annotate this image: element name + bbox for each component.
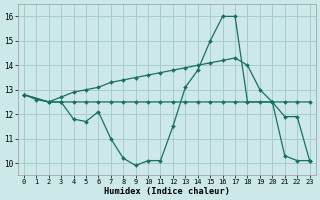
- X-axis label: Humidex (Indice chaleur): Humidex (Indice chaleur): [104, 187, 230, 196]
